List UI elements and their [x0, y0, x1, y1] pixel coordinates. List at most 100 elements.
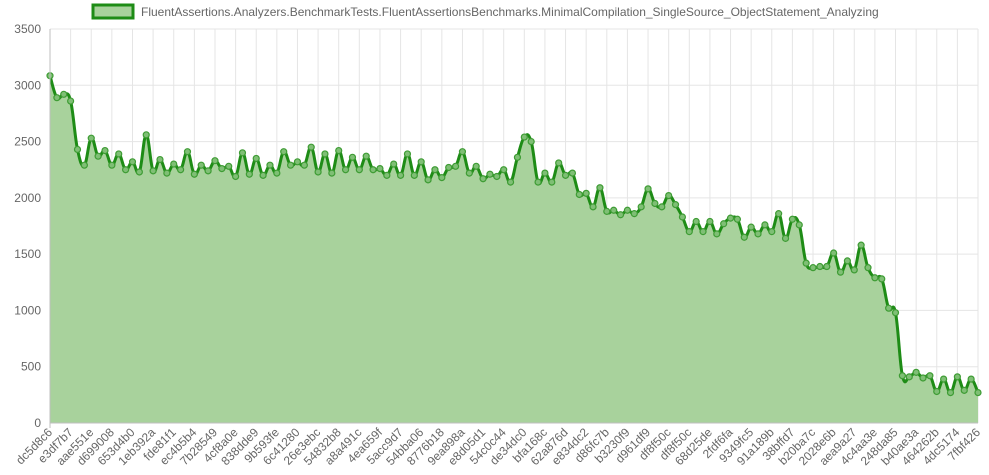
- data-point[interactable]: [115, 150, 123, 158]
- data-point[interactable]: [321, 150, 329, 158]
- legend[interactable]: FluentAssertions.Analyzers.BenchmarkTest…: [91, 3, 879, 20]
- data-point[interactable]: [424, 176, 432, 184]
- data-point[interactable]: [101, 146, 109, 155]
- data-point[interactable]: [163, 169, 171, 177]
- data-point[interactable]: [582, 189, 590, 197]
- data-point[interactable]: [541, 169, 549, 177]
- data-point[interactable]: [177, 166, 185, 174]
- data-point[interactable]: [390, 160, 398, 168]
- data-point[interactable]: [341, 166, 350, 174]
- data-point[interactable]: [403, 150, 412, 158]
- data-point[interactable]: [438, 173, 446, 182]
- data-point[interactable]: [692, 217, 700, 226]
- data-point[interactable]: [665, 192, 673, 200]
- data-point[interactable]: [197, 161, 205, 169]
- data-point[interactable]: [94, 152, 102, 160]
- data-point[interactable]: [885, 304, 893, 312]
- data-point[interactable]: [610, 206, 618, 214]
- data-point[interactable]: [369, 166, 377, 174]
- data-point[interactable]: [190, 170, 198, 178]
- data-point[interactable]: [314, 168, 322, 176]
- data-point[interactable]: [891, 309, 900, 317]
- data-point[interactable]: [940, 375, 948, 383]
- data-point[interactable]: [555, 159, 563, 167]
- data-point[interactable]: [630, 210, 638, 218]
- data-point[interactable]: [781, 234, 790, 242]
- data-point[interactable]: [135, 168, 143, 176]
- data-point[interactable]: [878, 275, 886, 283]
- data-point[interactable]: [280, 148, 288, 156]
- data-point[interactable]: [60, 90, 68, 98]
- data-point[interactable]: [266, 161, 274, 169]
- data-point[interactable]: [128, 158, 137, 166]
- data-point[interactable]: [204, 167, 212, 175]
- data-point[interactable]: [603, 207, 611, 215]
- data-point[interactable]: [788, 215, 797, 223]
- data-point[interactable]: [73, 145, 82, 154]
- data-point[interactable]: [568, 169, 577, 177]
- data-point[interactable]: [747, 223, 755, 231]
- data-point[interactable]: [850, 266, 858, 274]
- data-point[interactable]: [307, 143, 315, 151]
- data-point[interactable]: [479, 175, 487, 183]
- data-point[interactable]: [122, 166, 130, 174]
- data-point[interactable]: [761, 221, 769, 229]
- data-point[interactable]: [500, 166, 508, 174]
- data-point[interactable]: [933, 387, 941, 396]
- data-point[interactable]: [527, 137, 535, 146]
- data-point[interactable]: [534, 178, 542, 186]
- data-point[interactable]: [396, 171, 405, 179]
- data-point[interactable]: [472, 162, 480, 170]
- data-point[interactable]: [926, 372, 934, 380]
- data-point[interactable]: [699, 228, 707, 236]
- data-point[interactable]: [513, 153, 522, 161]
- data-point[interactable]: [355, 166, 363, 174]
- data-point[interactable]: [836, 268, 845, 276]
- data-point[interactable]: [809, 264, 817, 272]
- data-point[interactable]: [864, 264, 872, 272]
- data-point[interactable]: [335, 146, 343, 155]
- data-point[interactable]: [142, 131, 150, 139]
- data-point[interactable]: [960, 386, 968, 394]
- data-point[interactable]: [561, 171, 570, 179]
- data-point[interactable]: [623, 206, 632, 214]
- data-point[interactable]: [795, 221, 803, 229]
- data-point[interactable]: [775, 210, 783, 218]
- data-point[interactable]: [238, 149, 247, 157]
- data-point[interactable]: [273, 169, 281, 177]
- data-point[interactable]: [754, 230, 762, 238]
- data-point[interactable]: [768, 228, 776, 236]
- data-point[interactable]: [651, 199, 659, 208]
- data-point[interactable]: [53, 94, 61, 102]
- data-point[interactable]: [486, 170, 494, 178]
- data-point[interactable]: [720, 220, 728, 228]
- legend-swatch[interactable]: [91, 3, 135, 20]
- data-point[interactable]: [225, 162, 233, 170]
- data-point[interactable]: [328, 169, 336, 177]
- data-point[interactable]: [802, 259, 810, 267]
- data-point[interactable]: [830, 249, 838, 257]
- data-point[interactable]: [286, 161, 295, 169]
- data-point[interactable]: [506, 178, 515, 186]
- data-point[interactable]: [252, 154, 260, 163]
- data-point[interactable]: [871, 274, 879, 282]
- data-point[interactable]: [905, 373, 913, 381]
- data-point[interactable]: [857, 241, 865, 249]
- data-point[interactable]: [823, 262, 831, 271]
- data-point[interactable]: [596, 184, 604, 192]
- data-point[interactable]: [974, 389, 982, 397]
- data-point[interactable]: [458, 148, 467, 156]
- data-point[interactable]: [726, 214, 735, 222]
- data-point[interactable]: [465, 169, 473, 177]
- data-point[interactable]: [733, 215, 742, 223]
- data-point[interactable]: [685, 228, 693, 236]
- data-point[interactable]: [170, 160, 178, 168]
- data-point[interactable]: [706, 217, 714, 226]
- data-point[interactable]: [967, 375, 975, 383]
- data-point[interactable]: [108, 161, 116, 169]
- data-point[interactable]: [156, 155, 164, 164]
- data-point[interactable]: [245, 170, 253, 178]
- data-point[interactable]: [259, 171, 267, 179]
- data-point[interactable]: [417, 158, 425, 166]
- data-point[interactable]: [713, 230, 721, 238]
